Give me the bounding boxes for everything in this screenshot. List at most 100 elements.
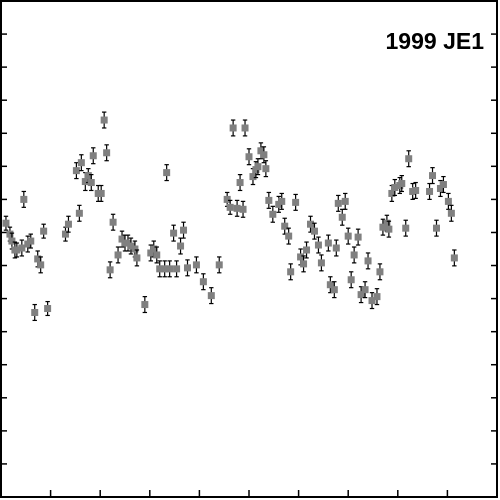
data-point [109,213,117,231]
data-point [265,191,273,209]
data-marker [199,278,207,286]
data-point [269,205,277,223]
data-point [89,147,97,165]
data-marker [207,292,215,300]
data-point [300,255,308,273]
data-marker [127,242,135,250]
data-point [27,233,35,249]
data-marker [239,205,247,213]
data-point [18,239,26,257]
data-point [127,237,135,255]
data-point [281,217,289,235]
data-marker [77,159,85,167]
data-point [303,241,311,259]
data-point [287,263,295,281]
data-point [141,296,149,314]
data-point [426,182,434,200]
data-point [192,256,200,274]
data-marker [241,124,249,132]
data-point [317,254,325,272]
data-marker [281,222,289,230]
data-point [199,273,207,291]
data-point [432,219,440,237]
data-marker [347,276,355,284]
data-marker [180,226,188,234]
data-marker [249,173,257,181]
data-point [241,119,249,137]
data-marker [118,235,126,243]
data-marker [97,189,105,197]
data-point [100,111,108,129]
data-marker [292,198,300,206]
data-marker [8,237,16,245]
data-point [170,224,178,242]
data-point [278,192,286,210]
data-marker [303,246,311,254]
data-point [77,154,85,172]
data-marker [72,167,80,175]
data-marker [161,265,169,273]
data-marker [354,233,362,241]
data-point [245,148,253,166]
data-point [156,260,164,278]
data-marker [223,195,231,203]
data-point [391,178,399,197]
data-marker [156,265,164,273]
data-point [292,193,300,211]
data-point [161,260,169,278]
data-marker [330,286,338,294]
data-marker [40,227,48,235]
data-marker [257,147,265,155]
data-marker [364,257,372,265]
data-point [402,219,410,237]
data-marker [402,224,410,232]
data-marker [31,308,39,316]
data-point [364,252,372,270]
data-marker [89,152,97,160]
data-point [44,300,52,317]
data-marker [61,230,69,238]
data-point [236,174,244,192]
data-point [398,174,406,193]
data-marker [265,196,273,204]
data-marker [436,184,444,192]
data-marker [215,261,223,269]
data-marker [84,172,92,180]
data-marker [361,286,369,294]
data-point [361,281,369,299]
data-marker [341,197,349,205]
data-point [229,119,237,137]
data-marker [133,254,141,262]
data-point [368,292,376,310]
data-marker [344,232,352,240]
data-point [233,199,241,217]
data-point [447,204,455,222]
data-marker [131,245,139,253]
data-point [379,218,387,236]
axis-ticks [1,33,497,497]
data-marker [260,151,268,159]
data-point [114,246,122,264]
data-marker [334,199,342,207]
data-point [330,281,338,299]
data-marker [373,293,381,301]
data-marker [163,169,171,177]
data-point [334,194,342,212]
data-marker [87,179,95,187]
data-marker [114,251,122,259]
data-point [97,184,105,202]
data-marker [385,225,393,233]
data-marker [338,213,346,221]
data-point [429,167,437,185]
data-point [332,239,340,257]
data-marker [192,261,200,269]
data-marker [326,281,334,289]
data-marker [233,204,241,212]
data-point [373,288,381,306]
data-point [226,199,234,215]
data-marker [254,163,262,171]
data-marker [109,218,117,226]
data-marker [332,244,340,252]
